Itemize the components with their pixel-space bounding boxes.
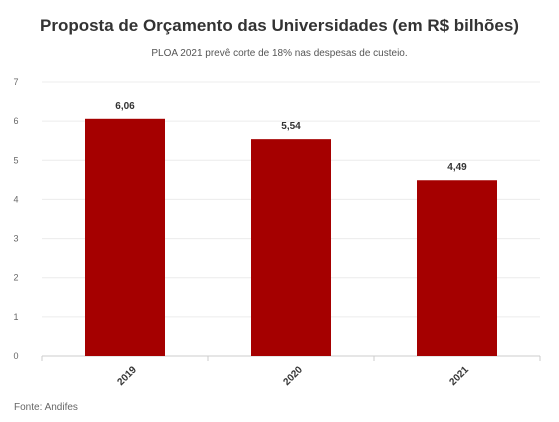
chart-title: Proposta de Orçamento das Universidades … <box>40 16 519 35</box>
chart-subtitle: PLOA 2021 prevê corte de 18% nas despesa… <box>151 48 408 59</box>
bar-value-label: 5,54 <box>281 121 301 132</box>
y-tick-label: 4 <box>13 194 18 204</box>
x-tick-label: 2021 <box>447 364 471 388</box>
y-tick-label: 5 <box>13 155 18 165</box>
bar-2021 <box>417 180 497 356</box>
bar-value-label: 4,49 <box>447 162 467 173</box>
bar-2019 <box>85 118 165 357</box>
y-tick-label: 3 <box>13 234 18 244</box>
y-tick-label: 7 <box>13 77 18 87</box>
x-tick-label: 2020 <box>281 364 305 388</box>
y-tick-label: 2 <box>13 273 18 283</box>
chart-source: Fonte: Andifes <box>14 402 78 413</box>
y-tick-label: 6 <box>13 116 18 126</box>
y-tick-label: 0 <box>13 351 18 361</box>
y-tick-label: 1 <box>13 312 18 322</box>
x-tick-label: 2019 <box>115 364 139 388</box>
bar-2020 <box>251 139 331 356</box>
bar-value-label: 6,06 <box>115 101 135 112</box>
